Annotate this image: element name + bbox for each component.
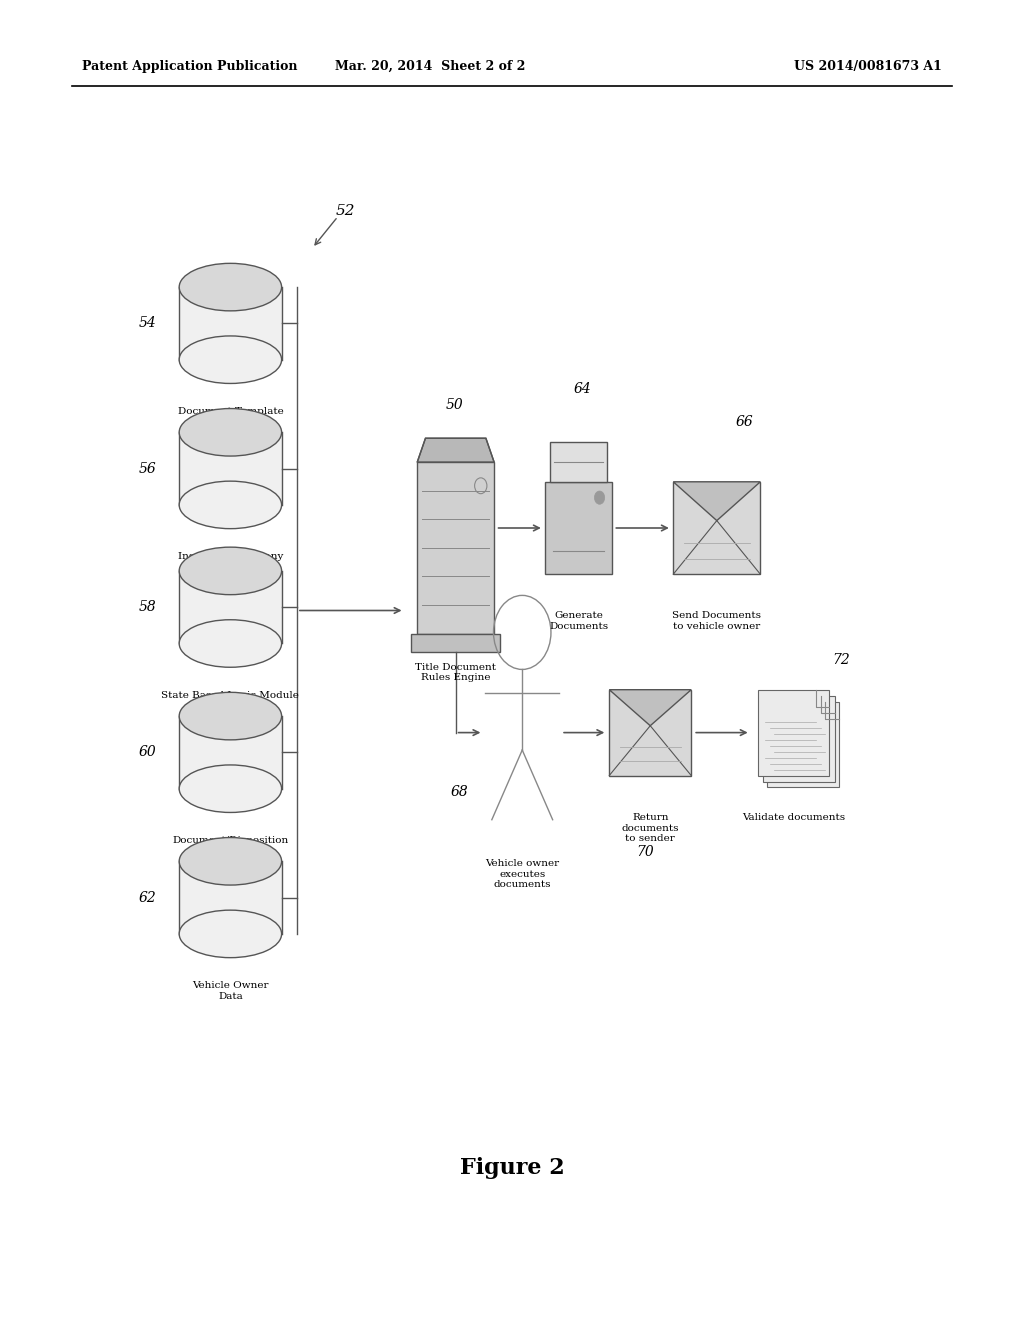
Text: Validate documents: Validate documents — [742, 813, 845, 822]
Bar — [674, 482, 760, 574]
Ellipse shape — [179, 911, 282, 958]
Text: 64: 64 — [573, 381, 591, 396]
Bar — [767, 702, 839, 787]
Circle shape — [594, 491, 604, 504]
Ellipse shape — [179, 480, 282, 528]
Ellipse shape — [179, 619, 282, 667]
Text: Vehicle owner
executes
documents: Vehicle owner executes documents — [485, 859, 559, 890]
Polygon shape — [418, 438, 494, 462]
Text: Figure 2: Figure 2 — [460, 1158, 564, 1179]
Text: Document/Disposition
Matrix: Document/Disposition Matrix — [172, 837, 289, 855]
Ellipse shape — [179, 692, 282, 739]
Bar — [179, 433, 282, 504]
Text: Return
documents
to sender: Return documents to sender — [622, 813, 679, 843]
Bar — [545, 482, 611, 574]
Text: Title Document
Rules Engine: Title Document Rules Engine — [415, 663, 497, 682]
Bar — [609, 689, 691, 776]
Text: 62: 62 — [139, 891, 157, 904]
Bar — [179, 862, 282, 935]
Text: Vehicle Owner
Data: Vehicle Owner Data — [193, 982, 268, 1001]
Text: 72: 72 — [833, 652, 850, 667]
Text: 52: 52 — [336, 203, 355, 218]
Bar — [418, 462, 495, 634]
Ellipse shape — [179, 837, 282, 884]
Text: 56: 56 — [139, 462, 157, 475]
Text: 68: 68 — [451, 785, 468, 800]
Text: 58: 58 — [139, 601, 157, 614]
Polygon shape — [609, 689, 691, 726]
Text: 66: 66 — [735, 414, 753, 429]
Text: 50: 50 — [445, 397, 463, 412]
Bar — [179, 715, 282, 789]
Ellipse shape — [179, 409, 282, 457]
Text: State Based Logic Module: State Based Logic Module — [162, 690, 299, 700]
Bar — [179, 286, 282, 359]
Bar — [763, 697, 835, 781]
Polygon shape — [412, 634, 500, 652]
Text: 54: 54 — [139, 317, 157, 330]
Text: Mar. 20, 2014  Sheet 2 of 2: Mar. 20, 2014 Sheet 2 of 2 — [335, 59, 525, 73]
Bar — [758, 689, 829, 776]
Text: Generate
Documents: Generate Documents — [549, 611, 608, 631]
Ellipse shape — [179, 264, 282, 312]
Text: Patent Application Publication: Patent Application Publication — [82, 59, 297, 73]
Bar — [551, 442, 606, 482]
Ellipse shape — [179, 766, 282, 813]
Ellipse shape — [179, 546, 282, 594]
Bar — [179, 570, 282, 643]
Text: 70: 70 — [636, 845, 654, 859]
Text: Send Documents
to vehicle owner: Send Documents to vehicle owner — [673, 611, 761, 631]
Ellipse shape — [179, 335, 282, 383]
Text: Insurance Company
Specific Rules: Insurance Company Specific Rules — [178, 552, 283, 572]
Text: US 2014/0081673 A1: US 2014/0081673 A1 — [795, 59, 942, 73]
Text: 60: 60 — [139, 746, 157, 759]
Text: Document Template
Library: Document Template Library — [177, 407, 284, 426]
Polygon shape — [674, 482, 760, 520]
